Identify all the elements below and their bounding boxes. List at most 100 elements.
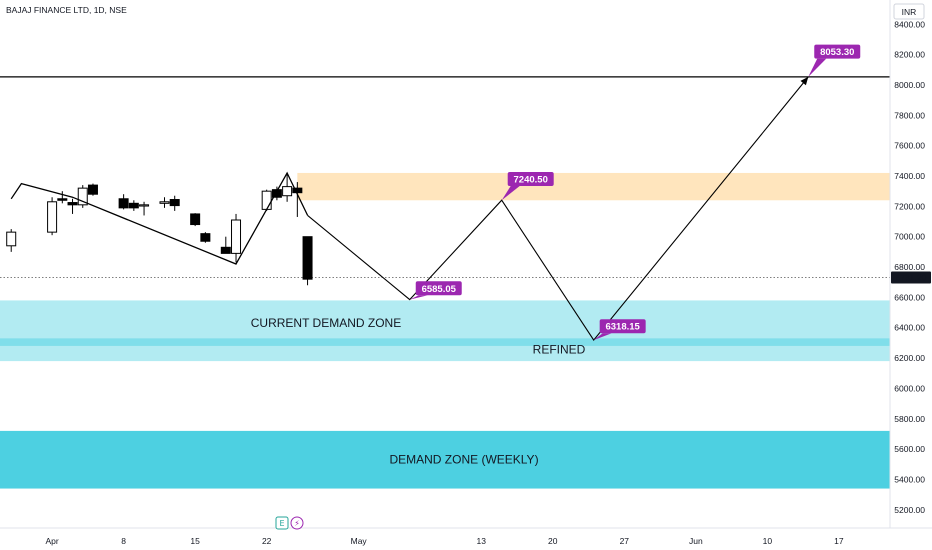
candle-body-down: [190, 213, 201, 226]
x-tick-label: Apr: [45, 536, 58, 546]
earnings-icon[interactable]: E: [275, 516, 289, 530]
candle-body-down: [128, 202, 139, 209]
callout-box: [507, 172, 554, 187]
candle-body-down: [220, 246, 231, 254]
x-tick-label: 13: [477, 536, 487, 546]
candles-layer: [6, 172, 313, 286]
candle-body-down: [200, 233, 211, 242]
zone-refined: [0, 338, 890, 346]
y-tick-label: 8000.00: [894, 80, 925, 90]
x-tick-label: 8: [121, 536, 126, 546]
y-tick-label: 5200.00: [894, 505, 925, 515]
candle: [67, 198, 78, 214]
callout-box: [415, 281, 462, 296]
zone-current-demand: [0, 300, 890, 362]
y-tick-label: 7800.00: [894, 110, 925, 120]
y-tick-label: 7600.00: [894, 141, 925, 151]
x-tick-label: 17: [834, 536, 844, 546]
price-callout: 6585.05: [409, 281, 462, 300]
y-tick-label: 8200.00: [894, 50, 925, 60]
y-tick-label: 5800.00: [894, 414, 925, 424]
callout-box: [599, 319, 646, 334]
candle-body-down: [67, 202, 78, 206]
x-tick-label: 20: [548, 536, 558, 546]
callout-label: 8053.30: [820, 47, 854, 58]
y-tick-label: 6200.00: [894, 353, 925, 363]
candle: [118, 194, 129, 210]
y-tick-label: 6400.00: [894, 323, 925, 333]
candle-body-up: [159, 201, 170, 204]
callout-box: [814, 44, 861, 59]
x-tick-label: 22: [262, 536, 272, 546]
price-callout: 7240.50: [501, 172, 554, 201]
candle: [200, 232, 211, 243]
zone-weekly-demand: [0, 430, 890, 489]
candle-body-up: [231, 219, 242, 254]
candle-body-up: [261, 190, 272, 210]
x-tick-label: 10: [763, 536, 773, 546]
x-tick-label: 15: [190, 536, 200, 546]
callout-pointer: [409, 295, 428, 300]
dividend-icon[interactable]: ⚡: [290, 516, 304, 530]
zone-label-current-demand: CURRENT DEMAND ZONE: [251, 316, 401, 330]
candle: [169, 195, 180, 211]
candle: [159, 197, 170, 208]
zones-layer: CURRENT DEMAND ZONE REFINED DEMAND ZONE (W…: [0, 172, 890, 489]
callout-label: 7240.50: [514, 175, 548, 186]
candle: [87, 183, 98, 196]
candle-body-up: [47, 201, 58, 233]
callout-pointer: [808, 58, 827, 77]
currency-badge[interactable]: INR: [893, 3, 925, 20]
svg-text:⚡: ⚡: [294, 519, 300, 528]
symbol-title: BAJAJ FINANCE LTD, 1D, NSE: [6, 5, 127, 15]
candle-body-down: [118, 198, 129, 209]
price-swing-path: [10, 171, 309, 265]
callout-pointer: [593, 333, 612, 341]
candle: [190, 213, 201, 227]
candle-body-down: [302, 236, 313, 280]
y-tick-label: 5400.00: [894, 474, 925, 484]
zone-supply: [297, 172, 890, 201]
price-callout: 6318.15: [593, 319, 646, 341]
candle: [57, 191, 68, 204]
price-scale[interactable]: 8400.00 8200.00 8000.00 7800.00 7600.00 7400.…: [894, 19, 925, 515]
zone-label-refined: REFINED: [533, 343, 586, 357]
candle: [231, 213, 242, 263]
callout-label: 6318.15: [605, 322, 640, 333]
projection-path: [307, 76, 809, 342]
currency-label: INR: [902, 7, 917, 17]
candle: [302, 236, 313, 286]
current-price-tag: 6731.20: [891, 271, 931, 284]
candle: [271, 186, 282, 201]
candle-body-down: [271, 189, 282, 198]
candle-body-down: [169, 199, 180, 207]
callouts-layer: 6585.05 7240.50 6318.15 8053.30: [409, 44, 861, 341]
x-tick-label: 27: [620, 536, 630, 546]
candle: [282, 172, 293, 202]
candle: [128, 200, 139, 211]
candle: [47, 197, 58, 236]
candle-body-up: [282, 186, 293, 197]
x-tick-label: Jun: [689, 536, 703, 546]
candle-body-up: [139, 204, 150, 207]
price-callout: 8053.30: [808, 44, 861, 77]
projection-arrow-head: [800, 76, 809, 86]
y-tick-label: 6600.00: [894, 292, 925, 302]
y-tick-label: 8400.00: [894, 19, 925, 29]
candle-body-up: [6, 231, 17, 247]
zone-label-weekly-demand: DEMAND ZONE (WEEKLY): [389, 453, 538, 467]
candle: [261, 189, 272, 211]
y-tick-label: 7000.00: [894, 232, 925, 242]
y-tick-label: 5600.00: [894, 444, 925, 454]
y-tick-label: 7200.00: [894, 201, 925, 211]
y-tick-label: 6800.00: [894, 262, 925, 272]
x-tick-label: May: [351, 536, 368, 546]
candle: [139, 201, 150, 216]
callout-label: 6585.05: [422, 284, 457, 295]
candle: [6, 229, 17, 252]
current-price-label: 6731.20: [896, 272, 927, 282]
y-tick-label: 6000.00: [894, 383, 925, 393]
time-scale[interactable]: Apr 8 15 22 May 13 20 27 Jun 10 17: [45, 536, 843, 546]
callout-pointer: [501, 186, 520, 201]
